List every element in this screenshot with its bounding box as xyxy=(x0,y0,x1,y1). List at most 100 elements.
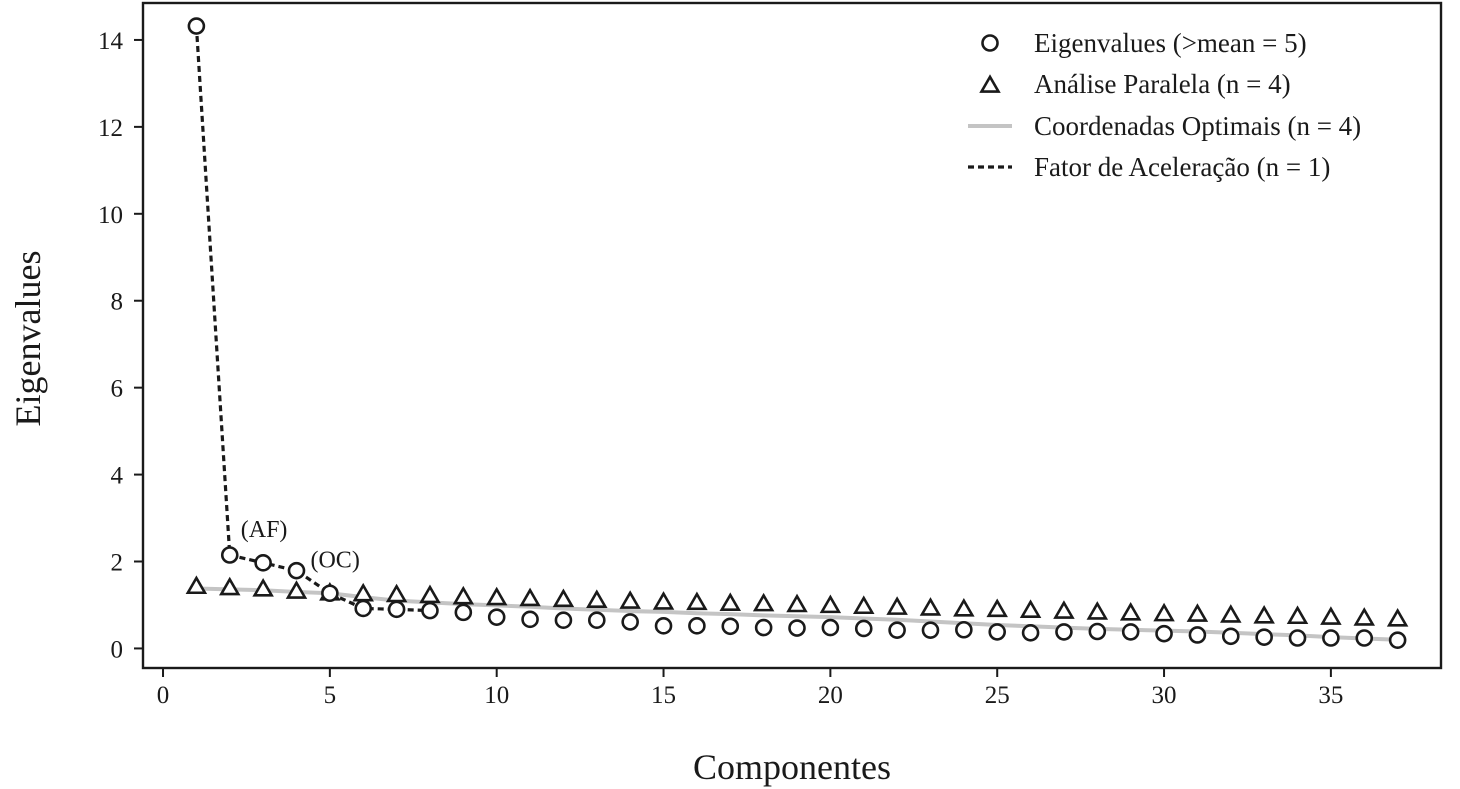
x-axis-title: Componentes xyxy=(693,747,891,787)
parallel-analysis-point xyxy=(786,593,808,613)
parallel-analysis-point xyxy=(1019,599,1042,618)
eigenvalue-point xyxy=(721,617,740,636)
parallel-analysis-point xyxy=(619,590,641,609)
legend-label-optimal-coordinates: Coordenadas Optimais (n = 4) xyxy=(1034,111,1361,141)
legend-label-acceleration-factor: Fator de Aceleração (n = 1) xyxy=(1034,152,1330,182)
parallel-analysis-point xyxy=(819,594,842,614)
legend-label-eigenvalues: Eigenvalues (>mean = 5) xyxy=(1034,28,1307,58)
parallel-analysis-point xyxy=(919,597,942,616)
annotation-label: (OC) xyxy=(310,548,359,574)
eigenvalue-point xyxy=(854,619,873,638)
y-tick-label: 10 xyxy=(98,202,123,229)
eigenvalue-point xyxy=(921,621,940,639)
legend-label-parallel-analysis: Análise Paralela (n = 4) xyxy=(1034,69,1291,99)
parallel-analysis-point xyxy=(1086,601,1109,620)
parallel-analysis-point xyxy=(1386,608,1409,627)
parallel-analysis-point xyxy=(1286,605,1309,625)
x-tick-label: 20 xyxy=(818,682,843,709)
parallel-analysis-point xyxy=(1053,600,1075,619)
eigenvalue-point xyxy=(754,618,773,637)
eigenvalue-point xyxy=(287,561,306,580)
y-tick-label: 2 xyxy=(111,550,124,577)
x-tick-label: 30 xyxy=(1152,682,1177,709)
x-tick-label: 5 xyxy=(324,682,337,709)
parallel-analysis-point xyxy=(285,580,308,599)
parallel-analysis-point xyxy=(586,589,608,608)
eigenvalue-point xyxy=(1288,629,1307,647)
parallel-analysis-point xyxy=(1186,603,1209,622)
eigenvalue-point xyxy=(354,599,373,618)
parallel-analysis-point xyxy=(185,575,208,595)
parallel-analysis-point xyxy=(1153,602,1175,622)
annotation-label: (AF) xyxy=(241,517,288,543)
parallel-analysis-point xyxy=(652,591,675,610)
parallel-analysis-point xyxy=(552,588,575,608)
eigenvalue-point xyxy=(1121,623,1140,641)
eigenvalue-point xyxy=(1088,622,1107,641)
eigenvalue-point xyxy=(621,613,639,631)
y-tick-label: 8 xyxy=(111,289,124,316)
eigenvalue-point xyxy=(1221,627,1240,646)
eigenvalue-point xyxy=(321,584,339,603)
parallel-analysis-point xyxy=(385,583,408,603)
eigenvalue-point xyxy=(187,17,206,35)
eigenvalue-point xyxy=(988,623,1007,641)
plot-area: (AF) (OC) xyxy=(185,17,1409,649)
parallel-analysis-point xyxy=(1353,607,1376,626)
x-tick-label: 10 xyxy=(484,682,509,709)
eigenvalue-point xyxy=(421,601,439,620)
eigenvalue-point xyxy=(1255,628,1273,646)
eigenvalue-point xyxy=(1155,624,1173,643)
x-tick-label: 15 xyxy=(651,682,676,709)
series-line-acceleration-factor xyxy=(194,25,431,613)
y-axis-title: Eigenvalues xyxy=(8,251,48,427)
parallel-analysis-point xyxy=(419,584,441,604)
eigenvalue-point xyxy=(1021,623,1040,642)
eigenvalue-point xyxy=(955,620,973,639)
eigenvalue-point xyxy=(1055,623,1073,641)
parallel-analysis-point xyxy=(219,576,241,596)
eigenvalue-point xyxy=(821,618,840,637)
eigenvalue-point xyxy=(1388,631,1407,649)
eigenvalue-point xyxy=(788,619,806,637)
eigenvalue-point xyxy=(521,610,539,629)
eigenvalue-point xyxy=(1188,626,1207,644)
eigenvalue-point xyxy=(254,554,272,572)
axes-frame xyxy=(141,1,1443,670)
parallel-analysis-point xyxy=(986,598,1008,618)
eigenvalue-point xyxy=(654,617,673,635)
legend-key-eigenvalues xyxy=(981,34,999,52)
y-tick-label: 0 xyxy=(111,636,124,663)
parallel-analysis-point xyxy=(852,595,875,615)
parallel-analysis-point xyxy=(719,592,742,612)
axes: 0 5 10 15 20 25 30 35 0 2 4 6 8 10 12 14 xyxy=(98,1,1443,709)
parallel-analysis-point xyxy=(452,585,475,605)
eigenvalue-point xyxy=(554,611,573,629)
y-tick-label: 6 xyxy=(111,376,124,403)
parallel-analysis-point xyxy=(752,592,775,612)
parallel-analysis-point xyxy=(352,582,374,602)
eigenvalue-point xyxy=(888,621,906,639)
eigenvalue-point xyxy=(487,608,506,626)
parallel-analysis-point xyxy=(886,596,908,615)
legend: Eigenvalues (>mean = 5) Análise Paralela … xyxy=(968,28,1361,182)
parallel-analysis-point xyxy=(1320,606,1342,625)
eigenvalue-point xyxy=(220,546,239,564)
eigenvalue-point xyxy=(1322,629,1340,647)
y-tick-label: 4 xyxy=(111,463,124,490)
x-tick-label: 0 xyxy=(157,682,170,709)
parallel-analysis-point xyxy=(485,586,508,606)
eigenvalue-point xyxy=(688,617,706,635)
parallel-analysis-point xyxy=(1220,604,1242,623)
eigenvalue-point xyxy=(587,611,606,629)
eigenvalue-point xyxy=(387,600,406,619)
parallel-analysis-point xyxy=(1119,601,1142,621)
parallel-analysis-point xyxy=(686,591,708,611)
legend-key-parallel-analysis xyxy=(979,74,1001,93)
y-tick-label: 12 xyxy=(98,115,123,142)
parallel-analysis-point xyxy=(519,587,541,607)
parallel-analysis-point xyxy=(252,578,274,597)
parallel-analysis-point xyxy=(1253,604,1275,624)
y-tick-label: 14 xyxy=(98,28,124,55)
